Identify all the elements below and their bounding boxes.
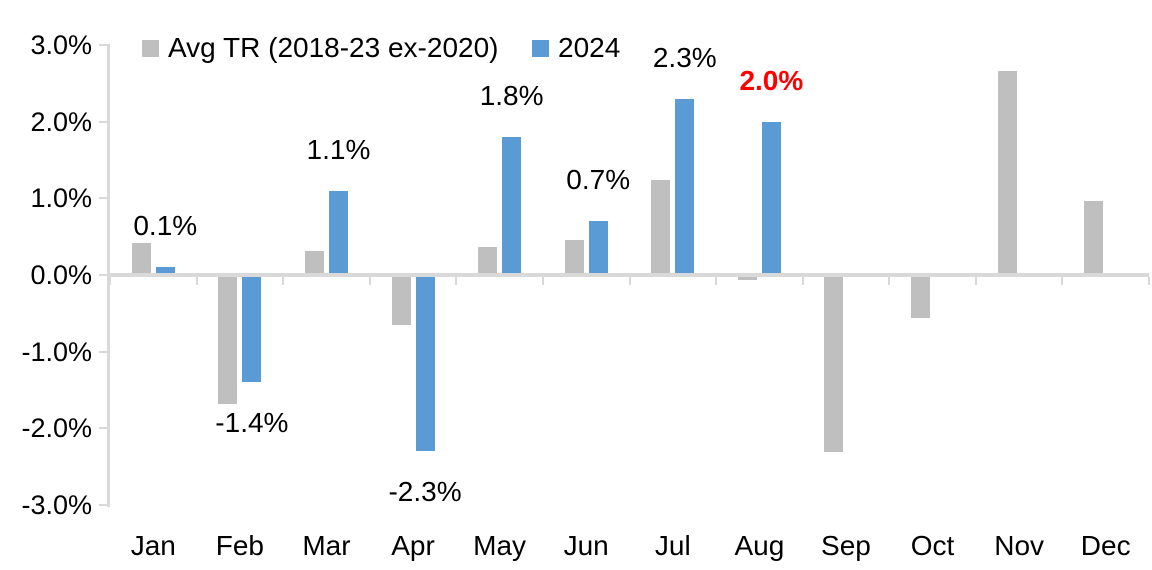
data-label-aug: 2.0% <box>739 64 804 96</box>
x-axis-tick-7 <box>715 277 718 285</box>
data-label-may: 1.8% <box>479 80 544 111</box>
y-axis-tick-3.0% <box>99 44 110 46</box>
x-axis-tick-8 <box>801 277 804 285</box>
bar-avg-tr-sep <box>824 275 844 453</box>
y-axis-tick-0.0% <box>99 274 110 276</box>
bar-avg-tr-jul <box>651 179 671 275</box>
y-axis-tick--1.0% <box>99 350 110 353</box>
y-axis-tick-1.0% <box>99 197 110 200</box>
legend-entry-avg-tr: Avg TR (2018-23 ex-2020) <box>142 31 499 65</box>
data-label-jan: 0.1% <box>133 210 198 242</box>
y-axis-label-3.0%: 3.0% <box>30 30 92 60</box>
month-label-nov: Nov <box>994 530 1045 561</box>
bar-avg-tr-jan <box>131 242 151 275</box>
bar-2024-jun <box>588 221 608 275</box>
y-axis-label-0.0%: 0.0% <box>30 260 92 290</box>
bar-2024-may <box>502 137 522 275</box>
y-axis-label--2.0%: -2.0% <box>21 413 92 444</box>
x-axis-tick-9 <box>888 277 891 285</box>
month-label-feb: Feb <box>215 530 264 561</box>
bar-2024-mar <box>328 190 348 275</box>
x-axis-tick-5 <box>541 277 544 285</box>
y-axis-label--3.0%: -3.0% <box>21 490 92 520</box>
x-axis-tick-3 <box>368 277 371 285</box>
x-axis-tick-11 <box>1061 277 1064 285</box>
y-axis-tick--2.0% <box>99 427 110 430</box>
x-axis-tick-2 <box>282 277 285 285</box>
data-label-jul: 2.3% <box>652 41 717 73</box>
x-axis-tick-12 <box>1148 277 1150 285</box>
month-label-jun: Jun <box>563 530 609 561</box>
y-axis-label-1.0%: 1.0% <box>30 183 92 214</box>
legend-label-avg-tr: Avg TR (2018-23 ex-2020) <box>168 32 499 63</box>
bar-avg-tr-aug <box>737 275 757 280</box>
y-axis-label-2.0%: 2.0% <box>30 106 92 137</box>
data-label-feb: -1.4% <box>215 407 289 439</box>
legend-entry-2024: 2024 <box>532 31 620 65</box>
y-axis-label--1.0%: -1.0% <box>21 336 92 367</box>
x-axis-zero-line <box>107 273 1149 277</box>
legend-label-2024: 2024 <box>558 32 621 63</box>
x-axis-tick-1 <box>195 277 198 285</box>
month-label-oct: Oct <box>910 530 955 561</box>
month-label-sep: Sep <box>821 530 871 561</box>
month-label-jul: Jul <box>654 530 691 561</box>
x-axis-tick-0 <box>109 277 111 285</box>
bar-avg-tr-jun <box>564 239 584 275</box>
legend-swatch-2024 <box>532 39 549 57</box>
legend-swatch-avg-tr <box>142 39 159 57</box>
bar-2024-apr <box>415 275 435 452</box>
month-label-dec: Dec <box>1080 530 1131 561</box>
month-label-mar: Mar <box>302 530 351 561</box>
month-label-aug: Aug <box>734 530 785 561</box>
bar-2024-aug <box>761 121 781 275</box>
month-label-jan: Jan <box>130 530 176 561</box>
data-label-jun: 0.7% <box>566 164 631 196</box>
bar-avg-tr-feb <box>218 275 238 404</box>
bar-2024-jan <box>155 267 175 275</box>
x-axis-tick-4 <box>455 277 458 285</box>
bar-avg-tr-oct <box>911 275 931 318</box>
month-label-apr: Apr <box>391 530 435 561</box>
bar-avg-tr-may <box>478 247 498 275</box>
y-axis-tick-2.0% <box>99 120 110 123</box>
bar-avg-tr-dec <box>1084 201 1104 275</box>
x-axis-tick-6 <box>628 277 631 285</box>
bar-avg-tr-mar <box>304 251 324 275</box>
data-label-apr: -2.3% <box>388 476 462 508</box>
bar-avg-tr-nov <box>997 71 1017 275</box>
bar-avg-tr-apr <box>391 275 411 325</box>
data-label-mar: 1.1% <box>306 133 371 165</box>
bar-2024-jul <box>675 98 695 275</box>
y-axis-tick--3.0% <box>99 504 110 506</box>
month-label-may: May <box>473 530 527 561</box>
x-axis-tick-10 <box>974 277 977 285</box>
bar-2024-feb <box>242 275 262 383</box>
